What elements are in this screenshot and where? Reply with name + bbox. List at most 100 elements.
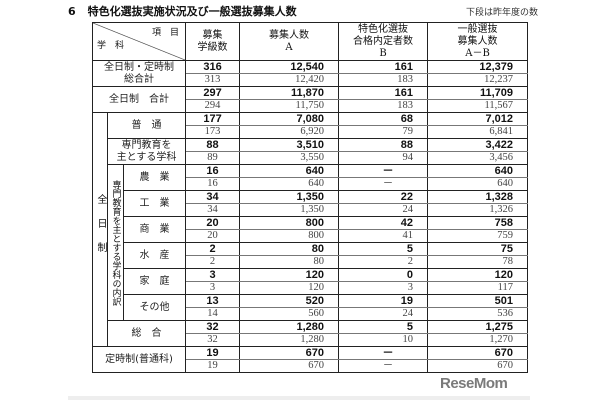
row-label: 工 業 <box>122 190 187 217</box>
cell-previous: 12,237 <box>427 73 529 87</box>
table-row-current: 全日制・定時制 総合計 316 12,540 161 12,379 <box>91 60 529 87</box>
table-row-current: 専門教育を主とする学科の内訳農 業 16 640 － 640 <box>93 164 529 321</box>
cell-previous: － <box>338 359 429 373</box>
row-label: 普 通 <box>106 112 187 139</box>
cell-previous: 800 <box>239 229 340 243</box>
cell-current: 68 <box>338 112 429 126</box>
row-label: 全日制 合計 <box>91 86 187 113</box>
cell-current: 1,350 <box>239 190 340 204</box>
cell-current: 11,709 <box>427 86 529 100</box>
cell-current: 520 <box>239 294 340 308</box>
row-label: 家 庭 <box>122 268 187 295</box>
cell-previous: 3,550 <box>239 151 340 165</box>
cell-previous: 1,270 <box>427 333 529 347</box>
cell-previous: 117 <box>427 281 529 295</box>
cell-current: 161 <box>338 60 429 74</box>
cell-previous: 34 <box>185 203 241 217</box>
table-row-previous: 3 120 3 117 <box>93 281 529 295</box>
cell-current: 88 <box>185 138 241 152</box>
cell-previous: 536 <box>427 307 529 321</box>
row-label: その他 <box>122 294 187 321</box>
cell-current: 3,510 <box>239 138 340 152</box>
row-label: 全日制・定時制 総合計 <box>91 60 187 87</box>
row-label: 専門教育を 主とする学科 <box>106 138 187 165</box>
table-row-current: その他 13 520 19 501 <box>93 294 529 321</box>
cell-current: 32 <box>185 320 241 334</box>
cell-current: 42 <box>338 216 429 230</box>
table-row-previous: 34 1,350 24 1,326 <box>93 203 529 217</box>
cell-current: 120 <box>427 268 529 282</box>
cell-previous: 24 <box>338 307 429 321</box>
cell-current: 12,379 <box>427 60 529 74</box>
cell-previous: 20 <box>185 229 241 243</box>
header-capacity-a: 募集人数 A <box>239 22 340 61</box>
cell-previous: 32 <box>185 333 241 347</box>
cell-previous: 41 <box>338 229 429 243</box>
cell-previous: 183 <box>338 73 429 87</box>
corner-top-label: 項 目 <box>152 28 180 38</box>
cell-previous: 294 <box>185 99 241 113</box>
cell-previous: 2 <box>185 255 241 269</box>
cell-current: － <box>338 346 429 360</box>
cell-previous: 1,350 <box>239 203 340 217</box>
recruitment-table: 項 目学 科 募集 学級数 募集人数 A 特色化選抜 合格内定者数 B 一般選抜… <box>91 22 529 373</box>
bottom-band <box>68 396 530 400</box>
cell-previous: 11,750 <box>239 99 340 113</box>
header-classes: 募集 学級数 <box>185 22 241 61</box>
cell-current: 20 <box>185 216 241 230</box>
cell-current: 1,275 <box>427 320 529 334</box>
cell-previous: 11,567 <box>427 99 529 113</box>
cell-previous: 6,841 <box>427 125 529 139</box>
table-row-current: 定時制(普通科) 19 670 － 670 <box>91 346 529 373</box>
title-text: 特色化選抜実施状況及び一般選抜募集人数 <box>87 5 297 18</box>
cell-current: 75 <box>427 242 529 256</box>
row-label: 総 合 <box>106 320 187 347</box>
cell-current: 7,080 <box>239 112 340 126</box>
cell-previous: － <box>338 177 429 191</box>
table-row-current: 専門教育を 主とする学科 88 3,510 88 3,422 <box>93 138 529 165</box>
table-row-current: 全日制 合計 297 11,870 161 11,709 <box>91 86 529 113</box>
cell-current: 0 <box>338 268 429 282</box>
cell-current: 5 <box>338 242 429 256</box>
cell-previous: 640 <box>239 177 340 191</box>
table-row-previous: 2 80 2 78 <box>93 255 529 269</box>
cell-current: 19 <box>185 346 241 360</box>
cell-previous: 79 <box>338 125 429 139</box>
cell-previous: 313 <box>185 73 241 87</box>
cell-current: 11,870 <box>239 86 340 100</box>
cell-previous: 12,420 <box>239 73 340 87</box>
cell-current: 316 <box>185 60 241 74</box>
zennichi-group-label: 全日制 <box>92 112 108 347</box>
cell-previous: 2 <box>338 255 429 269</box>
cell-previous: 14 <box>185 307 241 321</box>
cell-previous: 6,920 <box>239 125 340 139</box>
cell-current: 80 <box>239 242 340 256</box>
cell-previous: 640 <box>427 177 529 191</box>
cell-current: 120 <box>239 268 340 282</box>
table-row-previous: 14 560 24 536 <box>93 307 529 321</box>
cell-current: 758 <box>427 216 529 230</box>
table-row-current: 商 業 20 800 42 758 <box>93 216 529 243</box>
cell-previous: 94 <box>338 151 429 165</box>
cell-current: 34 <box>185 190 241 204</box>
cell-current: 670 <box>427 346 529 360</box>
cell-current: 640 <box>427 164 529 178</box>
cell-previous: 120 <box>239 281 340 295</box>
row-label: 農 業 <box>122 164 187 191</box>
cell-previous: 670 <box>427 359 529 373</box>
page-title: 6 特色化選抜実施状況及び一般選抜募集人数 <box>68 3 297 19</box>
cell-previous: 10 <box>338 333 429 347</box>
cell-previous: 89 <box>185 151 241 165</box>
cell-previous: 80 <box>239 255 340 269</box>
cell-previous: 3,456 <box>427 151 529 165</box>
cell-previous: 560 <box>239 307 340 321</box>
corner-bottom-label: 学 科 <box>97 41 125 51</box>
row-label: 定時制(普通科) <box>91 346 187 373</box>
cell-previous: 24 <box>338 203 429 217</box>
table-row-current: 水 産 2 80 5 75 <box>93 242 529 269</box>
cell-previous: 3 <box>185 281 241 295</box>
section-number: 6 <box>68 5 76 18</box>
cell-current: 1,328 <box>427 190 529 204</box>
table-row-current: 家 庭 3 120 0 120 <box>93 268 529 295</box>
cell-previous: 1,326 <box>427 203 529 217</box>
